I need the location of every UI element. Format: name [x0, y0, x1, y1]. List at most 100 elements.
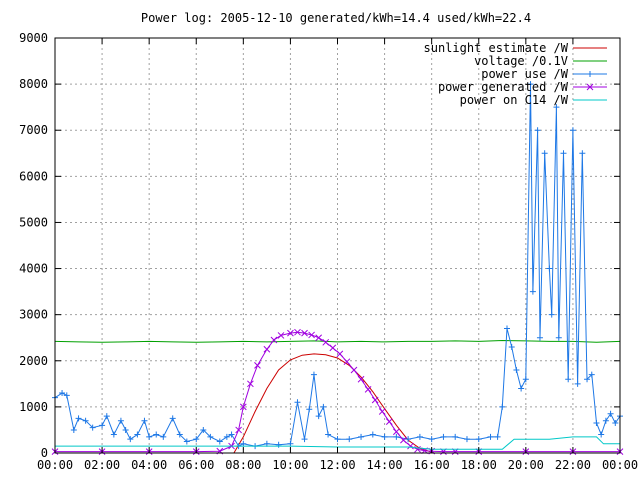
- data-point: [239, 403, 247, 411]
- data-point: [393, 428, 400, 436]
- data-point: [308, 331, 315, 339]
- x-axis-ticks: 00:00 02:00 04:00 06:00 08:00 10:00 12:00 14:00…: [37, 38, 638, 472]
- data-point: [228, 431, 235, 438]
- data-point: [103, 413, 110, 420]
- data-point: [487, 433, 494, 440]
- data-point: [598, 431, 605, 438]
- x-tick-label: 12:00: [319, 458, 355, 472]
- legend-label: sunlight estimate /W: [424, 41, 569, 55]
- data-point: [122, 426, 129, 433]
- y-tick-label: 4000: [19, 262, 48, 276]
- legend-label: voltage /0.1V: [474, 54, 568, 68]
- data-point: [160, 433, 167, 440]
- data-point: [216, 438, 223, 445]
- data-point: [393, 433, 400, 440]
- chart-title: Power log: 2005-12-10 generated/kWh=14.4…: [141, 11, 531, 25]
- data-point: [169, 415, 176, 422]
- data-point: [153, 431, 160, 438]
- data-point: [183, 438, 190, 445]
- legend-label: power generated /W: [438, 80, 569, 94]
- data-point: [322, 338, 330, 346]
- data-point: [428, 436, 435, 443]
- data-point: [560, 150, 567, 157]
- data-point: [357, 375, 365, 383]
- y-axis-ticks: 0 1000 2000 3000 4000 5000 6000 7000 8000 9000: [19, 31, 620, 460]
- x-tick-label: 20:00: [508, 458, 544, 472]
- y-tick-label: 5000: [19, 215, 48, 229]
- data-point: [301, 329, 308, 337]
- data-point: [247, 380, 254, 388]
- y-tick-label: 3000: [19, 308, 48, 322]
- data-point: [310, 371, 317, 378]
- series-voltage-0-1v: [54, 339, 621, 343]
- y-tick-label: 6000: [19, 169, 48, 183]
- data-point: [358, 433, 365, 440]
- data-point: [301, 436, 308, 443]
- x-tick-label: 18:00: [461, 458, 497, 472]
- data-point: [607, 410, 614, 417]
- data-point: [569, 127, 576, 134]
- data-point: [294, 328, 301, 336]
- series-line: [55, 331, 620, 453]
- data-point: [584, 376, 591, 383]
- x-tick-label: 08:00: [225, 458, 261, 472]
- data-point: [612, 420, 619, 427]
- data-point: [508, 343, 515, 350]
- y-tick-label: 9000: [19, 31, 48, 45]
- data-point: [275, 441, 282, 448]
- data-point: [223, 433, 230, 440]
- data-point: [369, 431, 376, 438]
- data-point: [315, 334, 323, 342]
- data-point: [315, 413, 322, 420]
- data-point: [207, 433, 214, 440]
- data-point: [546, 265, 553, 272]
- data-point: [254, 362, 261, 369]
- data-point: [176, 431, 183, 438]
- data-point: [59, 390, 66, 397]
- data-point: [494, 433, 501, 440]
- data-point: [405, 436, 412, 443]
- data-point: [579, 150, 586, 157]
- x-tick-label: 00:00: [37, 458, 73, 472]
- data-point: [400, 436, 407, 444]
- data-point: [134, 431, 141, 438]
- series-line: [54, 339, 621, 343]
- data-point: [99, 422, 106, 429]
- data-point: [534, 127, 541, 134]
- data-point: [146, 433, 153, 440]
- data-point: [329, 344, 337, 352]
- y-tick-label: 8000: [19, 77, 48, 91]
- grid: [55, 38, 620, 453]
- data-point: [320, 403, 327, 410]
- data-point: [343, 358, 351, 366]
- x-tick-label: 16:00: [414, 458, 450, 472]
- data-point: [306, 406, 313, 413]
- data-point: [529, 288, 536, 295]
- data-point: [586, 83, 594, 91]
- y-tick-label: 1000: [19, 400, 48, 414]
- legend-label: power use /W: [481, 67, 568, 81]
- data-point: [110, 431, 117, 438]
- data-point: [235, 426, 242, 434]
- data-point: [593, 420, 600, 427]
- legend-label: power on C14 /W: [460, 93, 569, 107]
- x-tick-label: 00:00: [602, 458, 638, 472]
- data-point: [141, 417, 148, 424]
- x-tick-label: 10:00: [272, 458, 308, 472]
- data-point: [475, 436, 482, 443]
- data-point: [504, 325, 510, 332]
- data-point: [277, 332, 285, 339]
- data-point: [407, 442, 414, 450]
- x-tick-label: 02:00: [84, 458, 120, 472]
- data-point: [440, 433, 447, 440]
- x-tick-label: 14:00: [367, 458, 403, 472]
- data-point: [499, 403, 506, 410]
- data-point: [294, 399, 301, 406]
- x-tick-label: 06:00: [178, 458, 214, 472]
- data-point: [548, 311, 555, 318]
- data-point: [574, 380, 581, 387]
- data-point: [82, 417, 89, 424]
- data-point: [565, 376, 572, 383]
